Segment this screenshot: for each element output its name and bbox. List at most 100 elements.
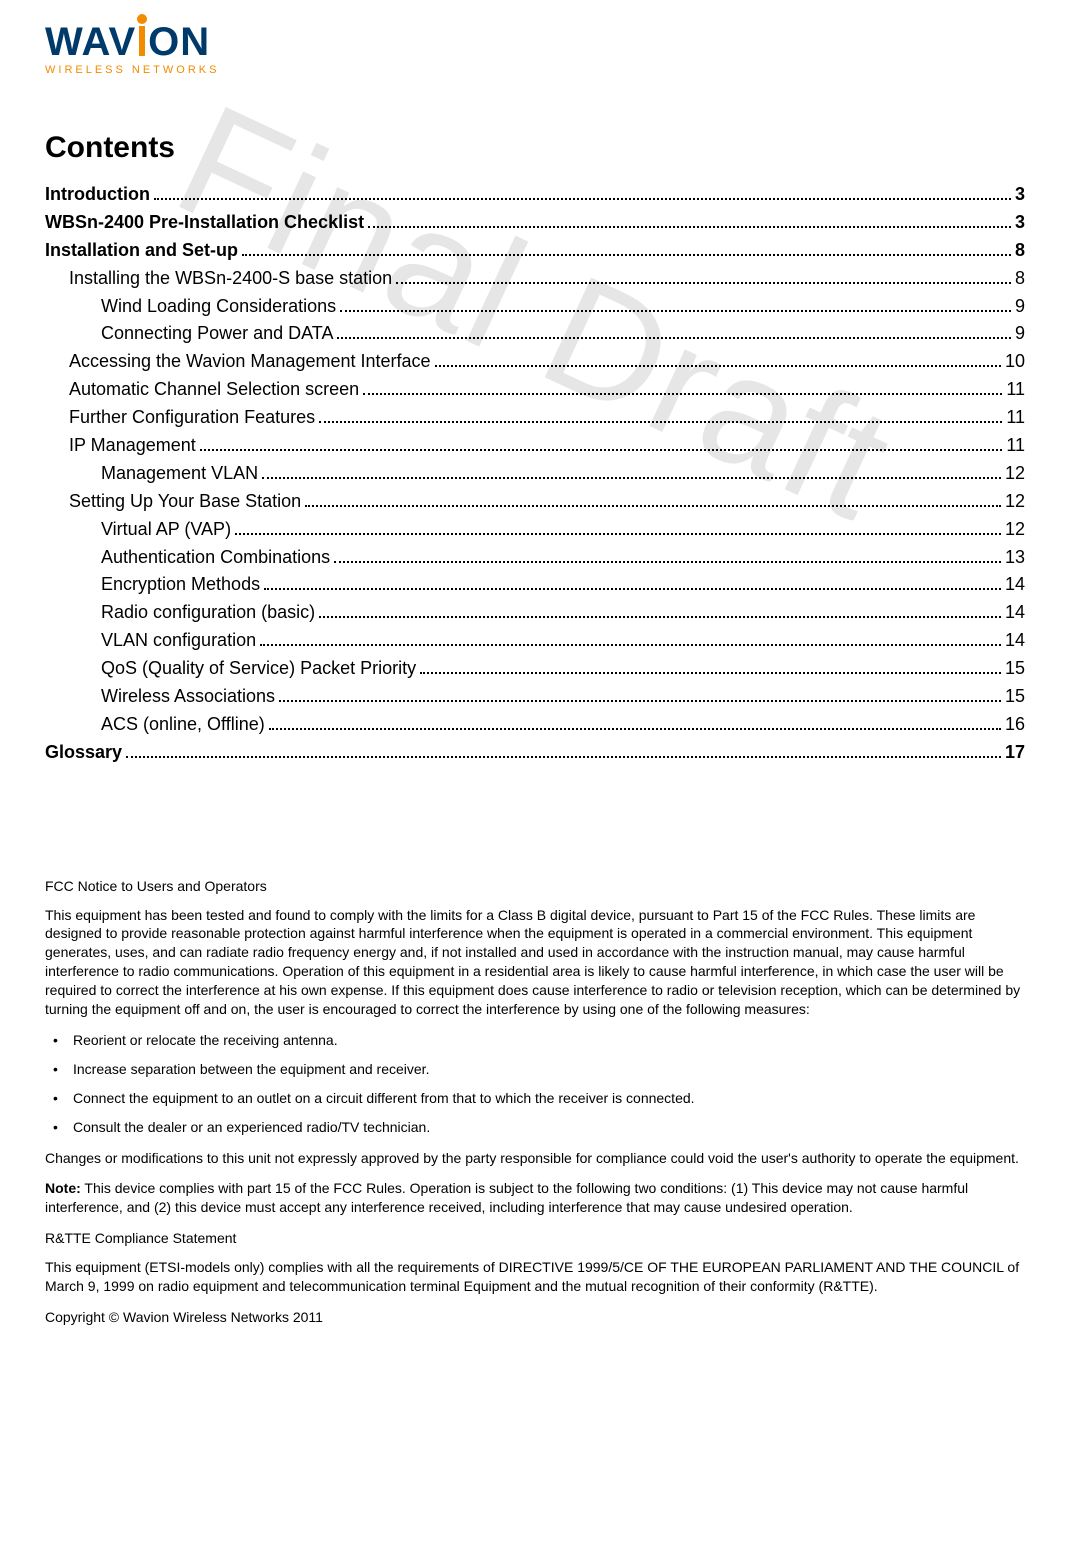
fcc-note-label: Note: — [45, 1180, 81, 1196]
toc-leader-dots — [368, 226, 1011, 228]
toc-leader-dots — [363, 393, 1002, 395]
toc-label: Installing the WBSn-2400-S base station — [69, 265, 392, 293]
toc-leader-dots — [340, 310, 1011, 312]
toc-label: Virtual AP (VAP) — [101, 516, 231, 544]
toc-label: Encryption Methods — [101, 571, 260, 599]
toc-entry: Wireless Associations 15 — [45, 683, 1025, 711]
toc-entry: WBSn-2400 Pre-Installation Checklist 3 — [45, 209, 1025, 237]
toc-entry: ACS (online, Offline) 16 — [45, 711, 1025, 739]
toc-leader-dots — [242, 254, 1011, 256]
fcc-bullet-item: Connect the equipment to an outlet on a … — [45, 1089, 1025, 1108]
toc-leader-dots — [420, 672, 1001, 674]
toc-leader-dots — [262, 477, 1001, 479]
toc-label: Further Configuration Features — [69, 404, 315, 432]
toc-leader-dots — [305, 505, 1001, 507]
toc-page-number: 8 — [1015, 237, 1025, 265]
fcc-note: Note: This device complies with part 15 … — [45, 1179, 1025, 1217]
toc-leader-dots — [337, 337, 1011, 339]
logo-accent-icon — [137, 14, 147, 56]
toc-label: Glossary — [45, 739, 122, 767]
toc-leader-dots — [260, 644, 1001, 646]
fcc-para-1: This equipment has been tested and found… — [45, 906, 1025, 1019]
toc-label: Wind Loading Considerations — [101, 293, 336, 321]
toc-entry: Encryption Methods14 — [45, 571, 1025, 599]
toc-entry: Automatic Channel Selection screen 11 — [45, 376, 1025, 404]
fcc-bullet-list: Reorient or relocate the receiving anten… — [45, 1031, 1025, 1137]
table-of-contents: Introduction3WBSn-2400 Pre-Installation … — [45, 181, 1025, 767]
toc-page-number: 13 — [1005, 544, 1025, 572]
toc-entry: Accessing the Wavion Management Interfac… — [45, 348, 1025, 376]
rtte-heading: R&TTE Compliance Statement — [45, 1229, 1025, 1248]
toc-label: ACS (online, Offline) — [101, 711, 265, 739]
toc-page-number: 3 — [1015, 181, 1025, 209]
toc-page-number: 12 — [1005, 488, 1025, 516]
toc-page-number: 14 — [1005, 627, 1025, 655]
toc-page-number: 15 — [1005, 655, 1025, 683]
toc-leader-dots — [154, 198, 1011, 200]
toc-label: QoS (Quality of Service) Packet Priority — [101, 655, 416, 683]
toc-entry: Virtual AP (VAP) 12 — [45, 516, 1025, 544]
toc-label: Accessing the Wavion Management Interfac… — [69, 348, 431, 376]
toc-entry: VLAN configuration 14 — [45, 627, 1025, 655]
toc-entry: Radio configuration (basic)14 — [45, 599, 1025, 627]
toc-page-number: 11 — [1006, 432, 1025, 460]
fcc-notice-block: FCC Notice to Users and Operators This e… — [45, 877, 1025, 1327]
toc-entry: Wind Loading Considerations 9 — [45, 293, 1025, 321]
toc-leader-dots — [279, 700, 1001, 702]
toc-leader-dots — [269, 728, 1001, 730]
toc-entry: Setting Up Your Base Station 12 — [45, 488, 1025, 516]
toc-label: Installation and Set-up — [45, 237, 238, 265]
toc-label: Management VLAN — [101, 460, 258, 488]
toc-page-number: 17 — [1005, 739, 1025, 767]
toc-page-number: 14 — [1005, 599, 1025, 627]
logo-subtitle: WIRELESS NETWORKS — [45, 64, 1025, 76]
toc-label: Introduction — [45, 181, 150, 209]
toc-label: Authentication Combinations — [101, 544, 330, 572]
toc-page-number: 9 — [1015, 293, 1025, 321]
toc-entry: Introduction 3 — [45, 181, 1025, 209]
toc-leader-dots — [264, 588, 1001, 590]
toc-label: IP Management — [69, 432, 196, 460]
fcc-heading: FCC Notice to Users and Operators — [45, 877, 1025, 896]
fcc-note-text: This device complies with part 15 of the… — [45, 1180, 968, 1215]
toc-page-number: 8 — [1015, 265, 1025, 293]
toc-page-number: 16 — [1005, 711, 1025, 739]
toc-entry: Authentication Combinations 13 — [45, 544, 1025, 572]
toc-page-number: 11 — [1006, 404, 1025, 432]
rtte-body: This equipment (ETSI-models only) compli… — [45, 1258, 1025, 1296]
toc-page-number: 9 — [1015, 320, 1025, 348]
toc-leader-dots — [334, 561, 1001, 563]
toc-label: Wireless Associations — [101, 683, 275, 711]
logo-main-right: ON — [148, 22, 210, 62]
toc-page-number: 10 — [1005, 348, 1025, 376]
toc-label: Automatic Channel Selection screen — [69, 376, 359, 404]
fcc-bullet-item: Consult the dealer or an experienced rad… — [45, 1118, 1025, 1137]
toc-label: Setting Up Your Base Station — [69, 488, 301, 516]
toc-label: WBSn-2400 Pre-Installation Checklist — [45, 209, 364, 237]
toc-leader-dots — [396, 282, 1011, 284]
toc-leader-dots — [126, 756, 1001, 758]
toc-entry: Glossary 17 — [45, 739, 1025, 767]
toc-leader-dots — [319, 421, 1002, 423]
toc-leader-dots — [235, 533, 1001, 535]
toc-entry: Connecting Power and DATA 9 — [45, 320, 1025, 348]
toc-leader-dots — [200, 449, 1003, 451]
toc-label: Connecting Power and DATA — [101, 320, 333, 348]
toc-entry: IP Management 11 — [45, 432, 1025, 460]
toc-page-number: 12 — [1005, 516, 1025, 544]
page-title: Contents — [45, 131, 1025, 165]
toc-page-number: 3 — [1015, 209, 1025, 237]
toc-entry: Installation and Set-up 8 — [45, 237, 1025, 265]
toc-label: VLAN configuration — [101, 627, 256, 655]
toc-leader-dots — [319, 616, 1001, 618]
toc-page-number: 15 — [1005, 683, 1025, 711]
toc-page-number: 12 — [1005, 460, 1025, 488]
logo: WAV ON WIRELESS NETWORKS — [45, 20, 1025, 76]
toc-page-number: 11 — [1006, 376, 1025, 404]
copyright: Copyright © Wavion Wireless Networks 201… — [45, 1308, 1025, 1327]
toc-entry: Further Configuration Features 11 — [45, 404, 1025, 432]
toc-entry: Management VLAN 12 — [45, 460, 1025, 488]
fcc-bullet-item: Increase separation between the equipmen… — [45, 1060, 1025, 1079]
fcc-bullet-item: Reorient or relocate the receiving anten… — [45, 1031, 1025, 1050]
toc-leader-dots — [435, 365, 1001, 367]
